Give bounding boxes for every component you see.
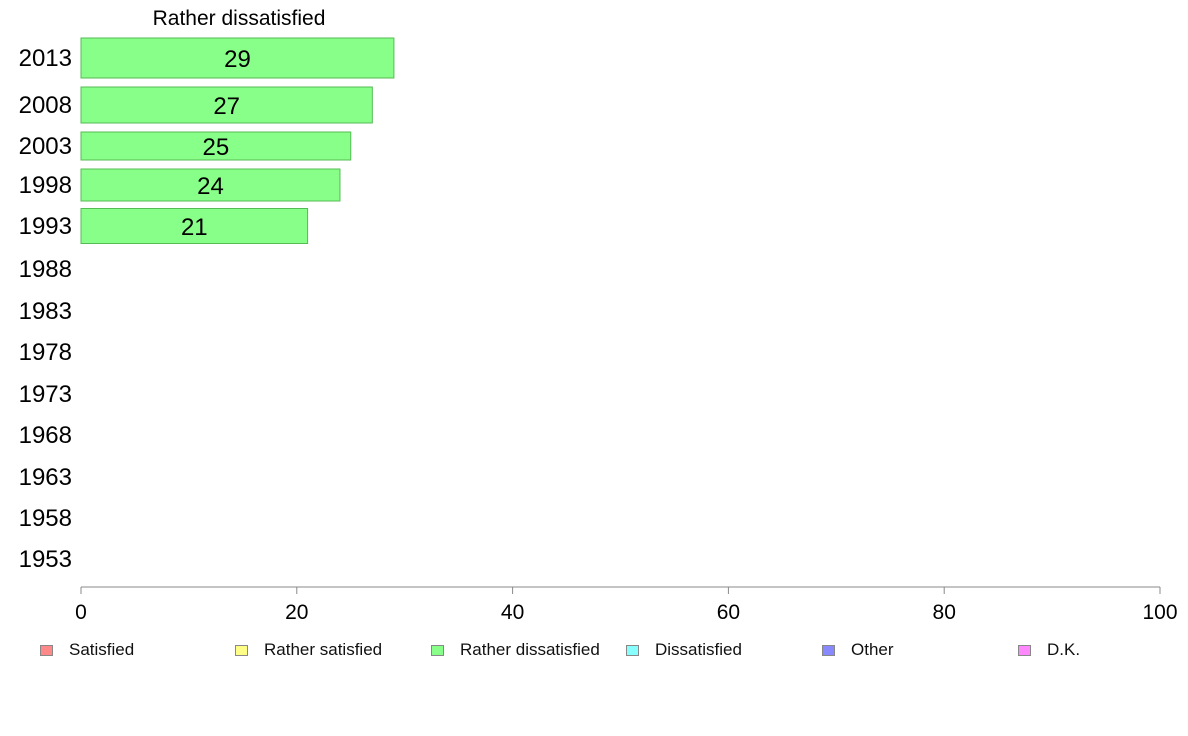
legend-swatch (1018, 644, 1031, 656)
legend: Satisfied Rather satisfied Rather dissatis… (0, 640, 1188, 662)
y-tick-label: 1963 (19, 464, 72, 491)
y-tick-label: 2003 (19, 133, 72, 160)
x-tick-label: 60 (717, 601, 740, 624)
x-tick-label: 0 (75, 601, 87, 624)
legend-swatch (235, 644, 248, 656)
legend-item: D.K. (1018, 640, 1080, 660)
legend-label: Other (851, 640, 894, 659)
y-tick-label: 1958 (19, 505, 72, 532)
y-tick-label: 1973 (19, 381, 72, 408)
x-tick-label: 100 (1142, 601, 1177, 624)
x-tick-label: 40 (501, 601, 524, 624)
bar-value-label: 24 (197, 173, 224, 200)
y-tick-label: 2008 (19, 92, 72, 119)
y-tick-label: 1953 (19, 546, 72, 573)
x-tick-label: 80 (933, 601, 956, 624)
bar (80, 131, 352, 161)
legend-item: Satisfied (40, 640, 134, 660)
legend-item: Other (822, 640, 894, 660)
bar-value-label: 25 (203, 134, 230, 161)
legend-label: D.K. (1047, 640, 1081, 659)
legend-swatch (822, 644, 835, 656)
y-tick-label: 1968 (19, 422, 72, 449)
bar-value-label: 27 (213, 93, 240, 120)
legend-item: Rather satisfied (235, 640, 382, 660)
legend-swatch (431, 644, 444, 656)
legend-label: Satisfied (69, 640, 135, 659)
y-tick-label: 1993 (19, 213, 72, 240)
legend-label: Rather satisfied (264, 640, 383, 659)
y-tick-label: 1998 (19, 172, 72, 199)
bar (80, 168, 341, 202)
bar (80, 208, 309, 244)
chart-title: Rather dissatisfied (153, 7, 326, 30)
legend-swatch (626, 644, 639, 656)
y-tick-label: 1978 (19, 339, 72, 366)
legend-label: Rather dissatisfied (460, 640, 600, 659)
legend-label: Dissatisfied (655, 640, 742, 659)
legend-item: Dissatisfied (626, 640, 742, 660)
y-tick-label: 1983 (19, 298, 72, 325)
y-tick-label: 1988 (19, 256, 72, 283)
y-tick-label: 2013 (19, 45, 72, 72)
legend-swatch (40, 644, 53, 656)
bar (80, 37, 395, 79)
bar (80, 86, 373, 124)
bar-value-label: 21 (181, 214, 208, 241)
bar-value-label: 29 (224, 46, 251, 73)
legend-item: Rather dissatisfied (431, 640, 600, 660)
x-tick-label: 20 (285, 601, 308, 624)
